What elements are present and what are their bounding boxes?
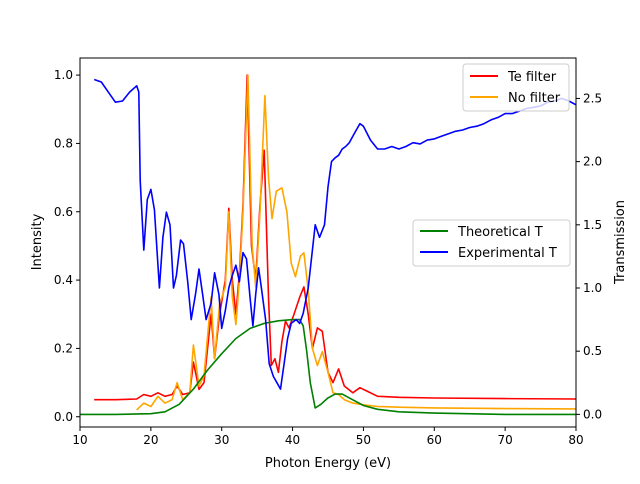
x-tick-label: 40 bbox=[285, 433, 300, 447]
x-tick-label: 50 bbox=[356, 433, 371, 447]
series-layer bbox=[80, 74, 577, 416]
x-tick-label: 70 bbox=[498, 433, 513, 447]
x-tick-label: 30 bbox=[214, 433, 229, 447]
y-axis-ticks: 0.0 0.2 0.4 0.6 0.8 1.0 bbox=[54, 68, 80, 424]
x-tick-label: 10 bbox=[72, 433, 87, 447]
y2-axis-ticks: 0.0 0.5 1.0 1.5 2.0 2.5 bbox=[576, 91, 602, 421]
y-tick-label: 0.0 bbox=[54, 410, 73, 424]
series-line-theoretical-t bbox=[80, 318, 576, 416]
legend-label-theoretical-t: Theoretical T bbox=[457, 225, 543, 240]
legend-frame bbox=[412, 219, 571, 267]
y2-tick-label: 1.5 bbox=[583, 218, 602, 232]
y-tick-label: 0.6 bbox=[54, 205, 73, 219]
series-line-experimental-t bbox=[93, 78, 577, 390]
legend-mid-right: Theoretical T Experimental T bbox=[412, 219, 571, 267]
y2-tick-label: 2.5 bbox=[583, 91, 602, 105]
y2-axis-label: Transmission bbox=[613, 200, 628, 285]
legend-label-te-filter: Te filter bbox=[507, 70, 557, 85]
y-tick-label: 1.0 bbox=[54, 68, 73, 82]
y-tick-label: 0.8 bbox=[54, 136, 73, 150]
legend-label-no-filter: No filter bbox=[508, 91, 561, 106]
legend-top-right: Te filter No filter bbox=[462, 63, 570, 112]
y2-tick-label: 2.0 bbox=[583, 155, 602, 169]
x-axis-ticks: 10 20 30 40 50 60 70 80 bbox=[72, 427, 584, 447]
y2-tick-label: 1.0 bbox=[583, 281, 602, 295]
legend-label-experimental-t: Experimental T bbox=[458, 246, 557, 261]
y-tick-label: 0.2 bbox=[54, 341, 73, 355]
y-axis-label: Intensity bbox=[30, 213, 45, 270]
y2-tick-label: 0.0 bbox=[583, 407, 602, 421]
y-tick-label: 0.4 bbox=[54, 273, 73, 287]
plot-frame bbox=[79, 57, 577, 428]
x-tick-label: 20 bbox=[143, 433, 158, 447]
y2-tick-label: 0.5 bbox=[583, 344, 602, 358]
x-tick-label: 60 bbox=[427, 433, 442, 447]
x-tick-label: 80 bbox=[568, 433, 583, 447]
x-axis-label: Photon Energy (eV) bbox=[265, 456, 391, 471]
